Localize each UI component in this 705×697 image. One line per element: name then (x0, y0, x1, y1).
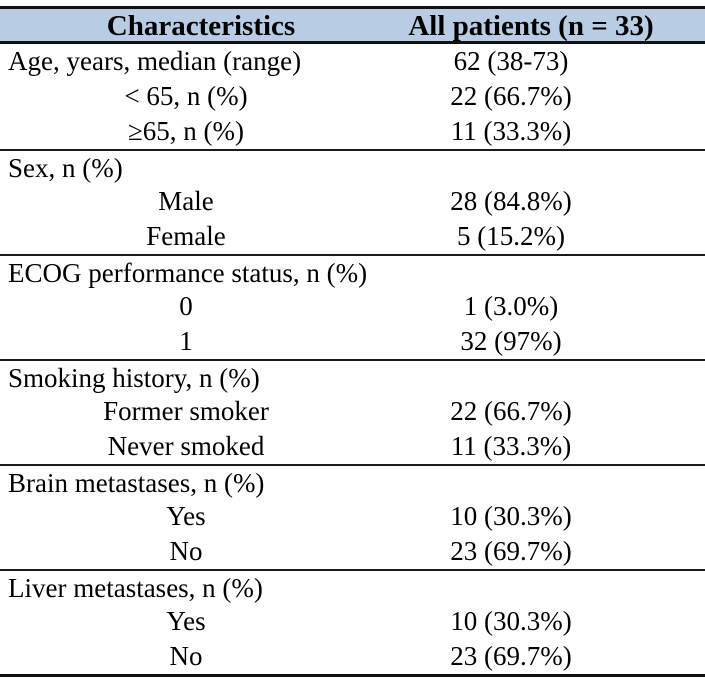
table-row-age-ge65: ≥65, n (%) 11 (33.3%) (0, 114, 705, 149)
table-row-liver-no: No 23 (69.7%) (0, 639, 705, 674)
row-label: Sex, n (%) (8, 153, 123, 183)
row-label: Male (158, 186, 214, 216)
header-characteristics: Characteristics (106, 10, 296, 42)
row-value: 22 (66.7%) (450, 81, 572, 111)
row-value: 23 (69.7%) (450, 641, 572, 671)
row-label: 1 (179, 326, 193, 356)
row-value (372, 466, 705, 499)
table-row-age-median: Age, years, median (range) 62 (38-73) (0, 44, 705, 79)
header-all-patients: All patients (n = 33) (408, 10, 654, 42)
row-label: Brain metastases, n (%) (8, 468, 265, 498)
table-row-liver-yes: Yes 10 (30.3%) (0, 604, 705, 639)
row-label: Yes (166, 501, 206, 531)
row-value (372, 151, 705, 184)
row-value: 1 (3.0%) (463, 291, 559, 321)
row-value: 22 (66.7%) (450, 396, 572, 426)
table-row-sex-female: Female 5 (15.2%) (0, 219, 705, 254)
row-label: ECOG performance status, n (%) (8, 258, 368, 288)
row-label: 0 (179, 291, 193, 321)
table-row-liver: Liver metastases, n (%) (0, 569, 705, 604)
row-label: Age, years, median (range) (8, 46, 302, 76)
row-label: Yes (166, 606, 206, 636)
row-value: 62 (38-73) (453, 46, 569, 76)
row-label: Never smoked (107, 431, 265, 461)
row-value (372, 256, 705, 289)
row-value (372, 571, 705, 604)
table-row-smoking-former: Former smoker 22 (66.7%) (0, 394, 705, 429)
row-label: Smoking history, n (%) (8, 363, 260, 393)
row-value (372, 361, 705, 394)
row-label: Liver metastases, n (%) (8, 573, 263, 603)
table-row-smoking: Smoking history, n (%) (0, 359, 705, 394)
row-value: 28 (84.8%) (450, 186, 572, 216)
table-row-sex-male: Male 28 (84.8%) (0, 184, 705, 219)
row-value: 23 (69.7%) (450, 536, 572, 566)
row-label: ≥65, n (%) (127, 116, 245, 146)
row-value: 10 (30.3%) (450, 606, 572, 636)
table-row-brain-no: No 23 (69.7%) (0, 534, 705, 569)
row-label: No (169, 641, 203, 671)
table-row-brain: Brain metastases, n (%) (0, 464, 705, 499)
row-value: 10 (30.3%) (450, 501, 572, 531)
row-value: 11 (33.3%) (450, 116, 572, 146)
row-label: Former smoker (103, 396, 269, 426)
row-label: Female (146, 221, 226, 251)
row-value: 11 (33.3%) (450, 431, 572, 461)
table-row-ecog-1: 1 32 (97%) (0, 324, 705, 359)
table-row-smoking-never: Never smoked 11 (33.3%) (0, 429, 705, 464)
row-label: No (169, 536, 203, 566)
table-row-age-lt65: < 65, n (%) 22 (66.7%) (0, 79, 705, 114)
table-row-ecog: ECOG performance status, n (%) (0, 254, 705, 289)
row-label: < 65, n (%) (124, 81, 248, 111)
patient-characteristics-table: Characteristics All patients (n = 33) Ag… (0, 6, 705, 677)
table-row-sex: Sex, n (%) (0, 149, 705, 184)
table-row-brain-yes: Yes 10 (30.3%) (0, 499, 705, 534)
table-header-row: Characteristics All patients (n = 33) (0, 6, 705, 44)
row-value: 32 (97%) (460, 326, 562, 356)
row-value: 5 (15.2%) (457, 221, 565, 251)
table-row-ecog-0: 0 1 (3.0%) (0, 289, 705, 324)
